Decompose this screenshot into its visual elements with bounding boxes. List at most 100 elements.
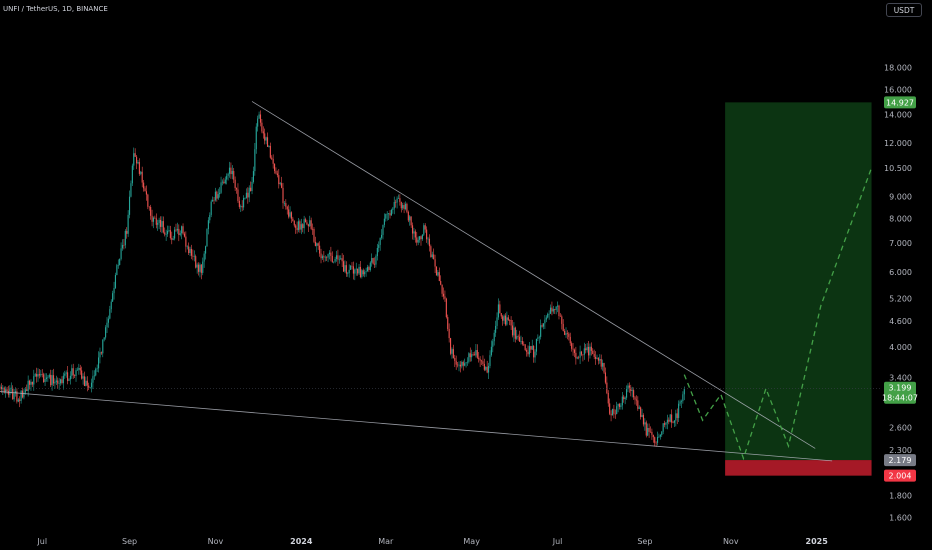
candle-body <box>103 337 105 340</box>
candle-body <box>526 350 528 352</box>
candle-body <box>128 196 131 215</box>
candle-body <box>454 357 456 361</box>
candle-body <box>562 323 564 331</box>
candle-body <box>10 387 12 389</box>
target-zone[interactable] <box>725 102 872 461</box>
candle-body <box>306 222 308 225</box>
candle-body <box>527 351 529 355</box>
candle-body <box>373 263 376 265</box>
y-tick-label: 3.400 <box>889 373 912 382</box>
y-tick-label: 12.000 <box>884 139 912 148</box>
candle-body <box>171 237 173 240</box>
candle-body <box>638 407 640 409</box>
candle-body <box>138 162 140 174</box>
candle-body <box>68 379 70 381</box>
y-tick-label: 16.000 <box>884 85 912 94</box>
candle-body <box>190 248 193 256</box>
candle-body <box>668 419 670 422</box>
candle-body <box>396 198 398 203</box>
candle-body <box>395 201 397 203</box>
candle-body <box>17 399 19 402</box>
y-tick-label: 18.000 <box>884 64 912 73</box>
candle-body <box>488 365 490 373</box>
candle-body <box>369 262 371 270</box>
candle-body <box>74 375 76 377</box>
candle-body <box>285 203 287 207</box>
candle-body <box>2 387 4 390</box>
candle-body <box>679 401 681 404</box>
candle-body <box>317 243 319 246</box>
candle-body <box>286 206 288 210</box>
currency-button[interactable]: USDT <box>886 3 922 17</box>
candle-body <box>326 256 328 258</box>
candle-body <box>244 198 246 199</box>
candle-body <box>279 183 281 185</box>
candle-body <box>541 325 543 327</box>
y-tick-label: 4.600 <box>889 317 912 326</box>
candle-body <box>400 201 402 209</box>
candle-body <box>278 175 280 185</box>
candle-body <box>93 375 95 377</box>
candle-body <box>358 266 360 274</box>
candle-body <box>611 409 614 416</box>
candle-body <box>576 357 578 359</box>
candle-body <box>388 213 390 214</box>
candle-body <box>54 381 56 384</box>
candle-body <box>390 209 392 216</box>
x-tick-label: Sep <box>122 537 137 546</box>
projection-path[interactable] <box>683 167 873 461</box>
upper-trendline[interactable] <box>251 101 816 449</box>
candle-body <box>595 356 597 359</box>
candle-body <box>424 225 426 230</box>
candle-body <box>61 379 63 384</box>
candle-body <box>397 198 400 199</box>
candle-body <box>559 316 561 317</box>
candle-body <box>43 374 45 383</box>
candle-body <box>357 268 359 274</box>
candle-body <box>662 423 664 432</box>
candle-body <box>23 392 25 398</box>
stop-zone[interactable] <box>725 460 872 476</box>
candle-body <box>337 255 339 260</box>
candle-body <box>375 256 377 265</box>
candle-body <box>523 344 525 345</box>
candle-body <box>614 413 616 415</box>
candle-body <box>262 131 264 134</box>
candle-body <box>410 216 412 226</box>
candle-body <box>579 351 581 358</box>
candle-body <box>341 258 343 262</box>
candle-body <box>655 442 657 444</box>
candle-body <box>413 231 415 234</box>
candle-body <box>573 349 576 353</box>
candle-body <box>468 353 470 362</box>
candle-body <box>186 246 188 248</box>
x-tick-label: May <box>463 537 480 546</box>
candle-body <box>212 199 214 202</box>
candle-body <box>234 179 236 189</box>
candle-body <box>133 153 135 166</box>
candle-body <box>618 403 621 407</box>
candle-body <box>209 214 211 221</box>
candle-body <box>383 218 385 225</box>
candle-body <box>606 382 608 393</box>
candle-body <box>664 423 666 425</box>
lower-trendline[interactable] <box>0 391 833 462</box>
candle-body <box>340 258 342 260</box>
candle-body <box>220 182 222 193</box>
y-tick-label: 14.000 <box>884 110 912 119</box>
candle-body <box>59 379 62 384</box>
candle-body <box>69 375 71 380</box>
candle-body <box>330 252 332 256</box>
candle-body <box>38 374 40 376</box>
candle-body <box>593 354 595 357</box>
candle-body <box>651 431 653 435</box>
candle-body <box>67 372 69 381</box>
candle-body <box>158 219 160 223</box>
candle-body <box>399 198 401 202</box>
candle-body <box>47 377 49 378</box>
candle-body <box>403 205 405 210</box>
candle-body <box>433 254 435 260</box>
y-tick-label: 2.600 <box>889 423 912 432</box>
candle-body <box>52 375 55 384</box>
